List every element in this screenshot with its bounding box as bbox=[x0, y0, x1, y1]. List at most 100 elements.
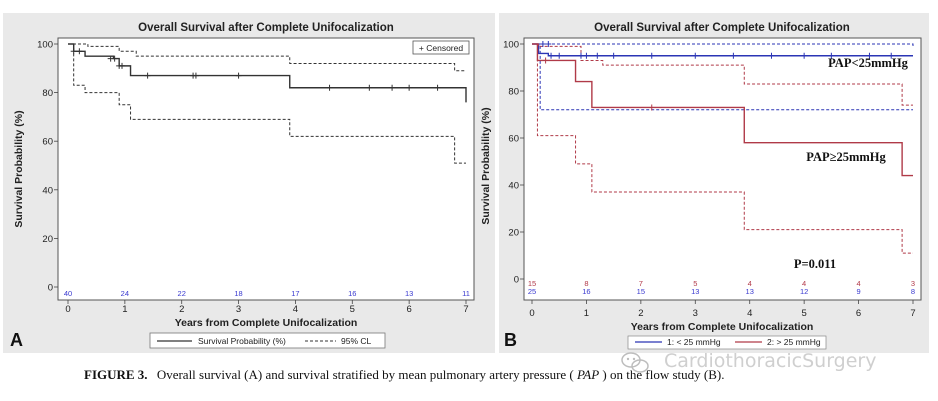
censored-mark bbox=[144, 72, 151, 79]
censored-mark bbox=[548, 52, 555, 59]
panel-a-censored-marks bbox=[70, 48, 441, 91]
y-tick-label: 0 bbox=[48, 283, 53, 294]
panel-b-x-axis-label: Years from Complete Unifocalization bbox=[631, 321, 814, 333]
censored-mark bbox=[70, 48, 77, 55]
legend-high-label: 2: > 25 mmHg bbox=[767, 337, 821, 347]
at-risk-count: 7 bbox=[639, 279, 643, 288]
panel-b-legend: 1: < 25 mmHg 2: > 25 mmHg bbox=[627, 335, 827, 350]
at-risk-count: 4 bbox=[802, 279, 806, 288]
censored-mark bbox=[119, 62, 126, 69]
panel-a-plot-area bbox=[57, 37, 475, 301]
wechat-icon bbox=[621, 352, 649, 373]
at-risk-count: 16 bbox=[348, 289, 356, 298]
x-tick-label: 4 bbox=[747, 308, 752, 319]
at-risk-count: 4 bbox=[856, 279, 860, 288]
censored-mark bbox=[866, 52, 873, 59]
censored-mark bbox=[768, 52, 775, 59]
y-tick-label: 0 bbox=[514, 275, 519, 286]
at-risk-count: 4 bbox=[748, 279, 752, 288]
censored-mark bbox=[539, 41, 546, 47]
at-risk-count: 8 bbox=[584, 279, 588, 288]
at-risk-count: 9 bbox=[856, 287, 860, 296]
panel-a-title: Overall Survival after Complete Unifocal… bbox=[138, 22, 394, 34]
panel-a: Overall Survival after Complete Unifocal… bbox=[3, 13, 495, 353]
censored-legend-box bbox=[412, 40, 470, 55]
censored-mark bbox=[594, 52, 601, 59]
x-tick-label: 6 bbox=[856, 308, 861, 319]
panel-b-letter: B bbox=[504, 330, 517, 350]
survival-curve bbox=[532, 43, 913, 177]
caption-text-before: Overall survival (A) and survival strati… bbox=[157, 367, 574, 382]
panel-b-title: Overall Survival after Complete Unifocal… bbox=[594, 22, 850, 34]
panel-a-censored-legend: + Censored bbox=[412, 40, 470, 55]
panel-b-censored-marks bbox=[539, 41, 895, 111]
censored-mark bbox=[648, 104, 655, 111]
censored-mark bbox=[235, 72, 242, 79]
panel-a-x-ticks: 0 1 2 3 4 5 6 7 bbox=[65, 300, 469, 315]
x-tick-label: 3 bbox=[693, 308, 698, 319]
panel-a-legend: Survival Probability (%) 95% CL bbox=[149, 332, 386, 349]
censored-mark bbox=[730, 52, 737, 59]
caption-text-italic: PAP bbox=[576, 367, 599, 382]
at-risk-count: 11 bbox=[462, 289, 470, 298]
censored-mark bbox=[326, 84, 333, 91]
figure-caption: FIGURE 3. Overall survival (A) and survi… bbox=[84, 367, 724, 382]
censored-mark bbox=[556, 52, 563, 59]
censored-mark bbox=[389, 84, 396, 91]
at-risk-count: 12 bbox=[800, 287, 808, 296]
x-tick-label: 4 bbox=[293, 304, 298, 315]
at-risk-count: 22 bbox=[178, 289, 186, 298]
x-tick-label: 3 bbox=[236, 304, 241, 315]
x-tick-label: 2 bbox=[638, 308, 643, 319]
at-risk-count: 40 bbox=[64, 289, 72, 298]
y-tick-label: 20 bbox=[508, 228, 519, 239]
at-risk-count: 17 bbox=[291, 289, 299, 298]
panel-b-legend-box bbox=[627, 335, 827, 350]
confidence-limit-line bbox=[68, 43, 466, 164]
censored-mark bbox=[406, 84, 413, 91]
y-tick-label: 100 bbox=[37, 40, 53, 51]
censored-mark bbox=[692, 52, 699, 59]
panel-a-legend-box bbox=[149, 332, 386, 349]
censored-mark bbox=[648, 52, 655, 59]
censored-mark bbox=[828, 52, 835, 59]
panel-b-y-ticks: 0 20 40 60 80 100 bbox=[503, 40, 524, 286]
censored-mark bbox=[577, 52, 584, 59]
censored-legend-label: + Censored bbox=[419, 43, 463, 53]
annotation-p-value: P=0.011 bbox=[794, 257, 836, 271]
censored-mark bbox=[545, 41, 552, 47]
at-risk-count: 13 bbox=[691, 287, 699, 296]
x-tick-label: 5 bbox=[350, 304, 355, 315]
x-tick-label: 7 bbox=[463, 304, 468, 315]
censored-mark bbox=[610, 52, 617, 59]
at-risk-count: 13 bbox=[405, 289, 413, 298]
panel-b: Overall Survival after Complete Unifocal… bbox=[480, 13, 929, 353]
watermark: CardiothoracicSurgery bbox=[621, 350, 876, 373]
panel-a-y-ticks: 0 20 40 60 80 100 bbox=[37, 40, 58, 294]
censored-mark bbox=[583, 52, 590, 59]
y-tick-label: 40 bbox=[508, 181, 519, 192]
y-tick-label: 20 bbox=[42, 234, 53, 245]
panel-b-at-risk: 15 8 7 5 4 4 4 3 25 16 15 13 13 12 9 8 bbox=[528, 279, 915, 296]
panel-a-at-risk: 40 24 22 18 17 16 13 11 bbox=[64, 289, 470, 298]
panel-b-series bbox=[532, 43, 914, 254]
x-tick-label: 5 bbox=[801, 308, 806, 319]
confidence-limit-line bbox=[532, 43, 913, 111]
panel-b-y-axis-label: Survival Probability (%) bbox=[480, 107, 492, 224]
x-tick-label: 6 bbox=[406, 304, 411, 315]
caption-text-after: ) on the flow study (B). bbox=[602, 367, 724, 382]
y-tick-label: 80 bbox=[508, 87, 519, 98]
at-risk-count: 25 bbox=[528, 287, 536, 296]
censored-mark bbox=[542, 57, 549, 64]
confidence-limit-line bbox=[532, 43, 913, 254]
annotation-pap-high: PAP≥25mmHg bbox=[806, 150, 886, 164]
at-risk-count: 13 bbox=[746, 287, 754, 296]
y-tick-label: 40 bbox=[42, 185, 53, 196]
x-tick-label: 0 bbox=[65, 304, 70, 315]
confidence-limit-line bbox=[68, 43, 466, 72]
legend-low-label: 1: < 25 mmHg bbox=[667, 337, 721, 347]
panel-b-x-ticks: 0 1 2 3 4 5 6 7 bbox=[529, 300, 916, 319]
x-tick-label: 1 bbox=[584, 308, 589, 319]
legend-cl-label: 95% CL bbox=[341, 336, 372, 346]
x-tick-label: 1 bbox=[122, 304, 127, 315]
